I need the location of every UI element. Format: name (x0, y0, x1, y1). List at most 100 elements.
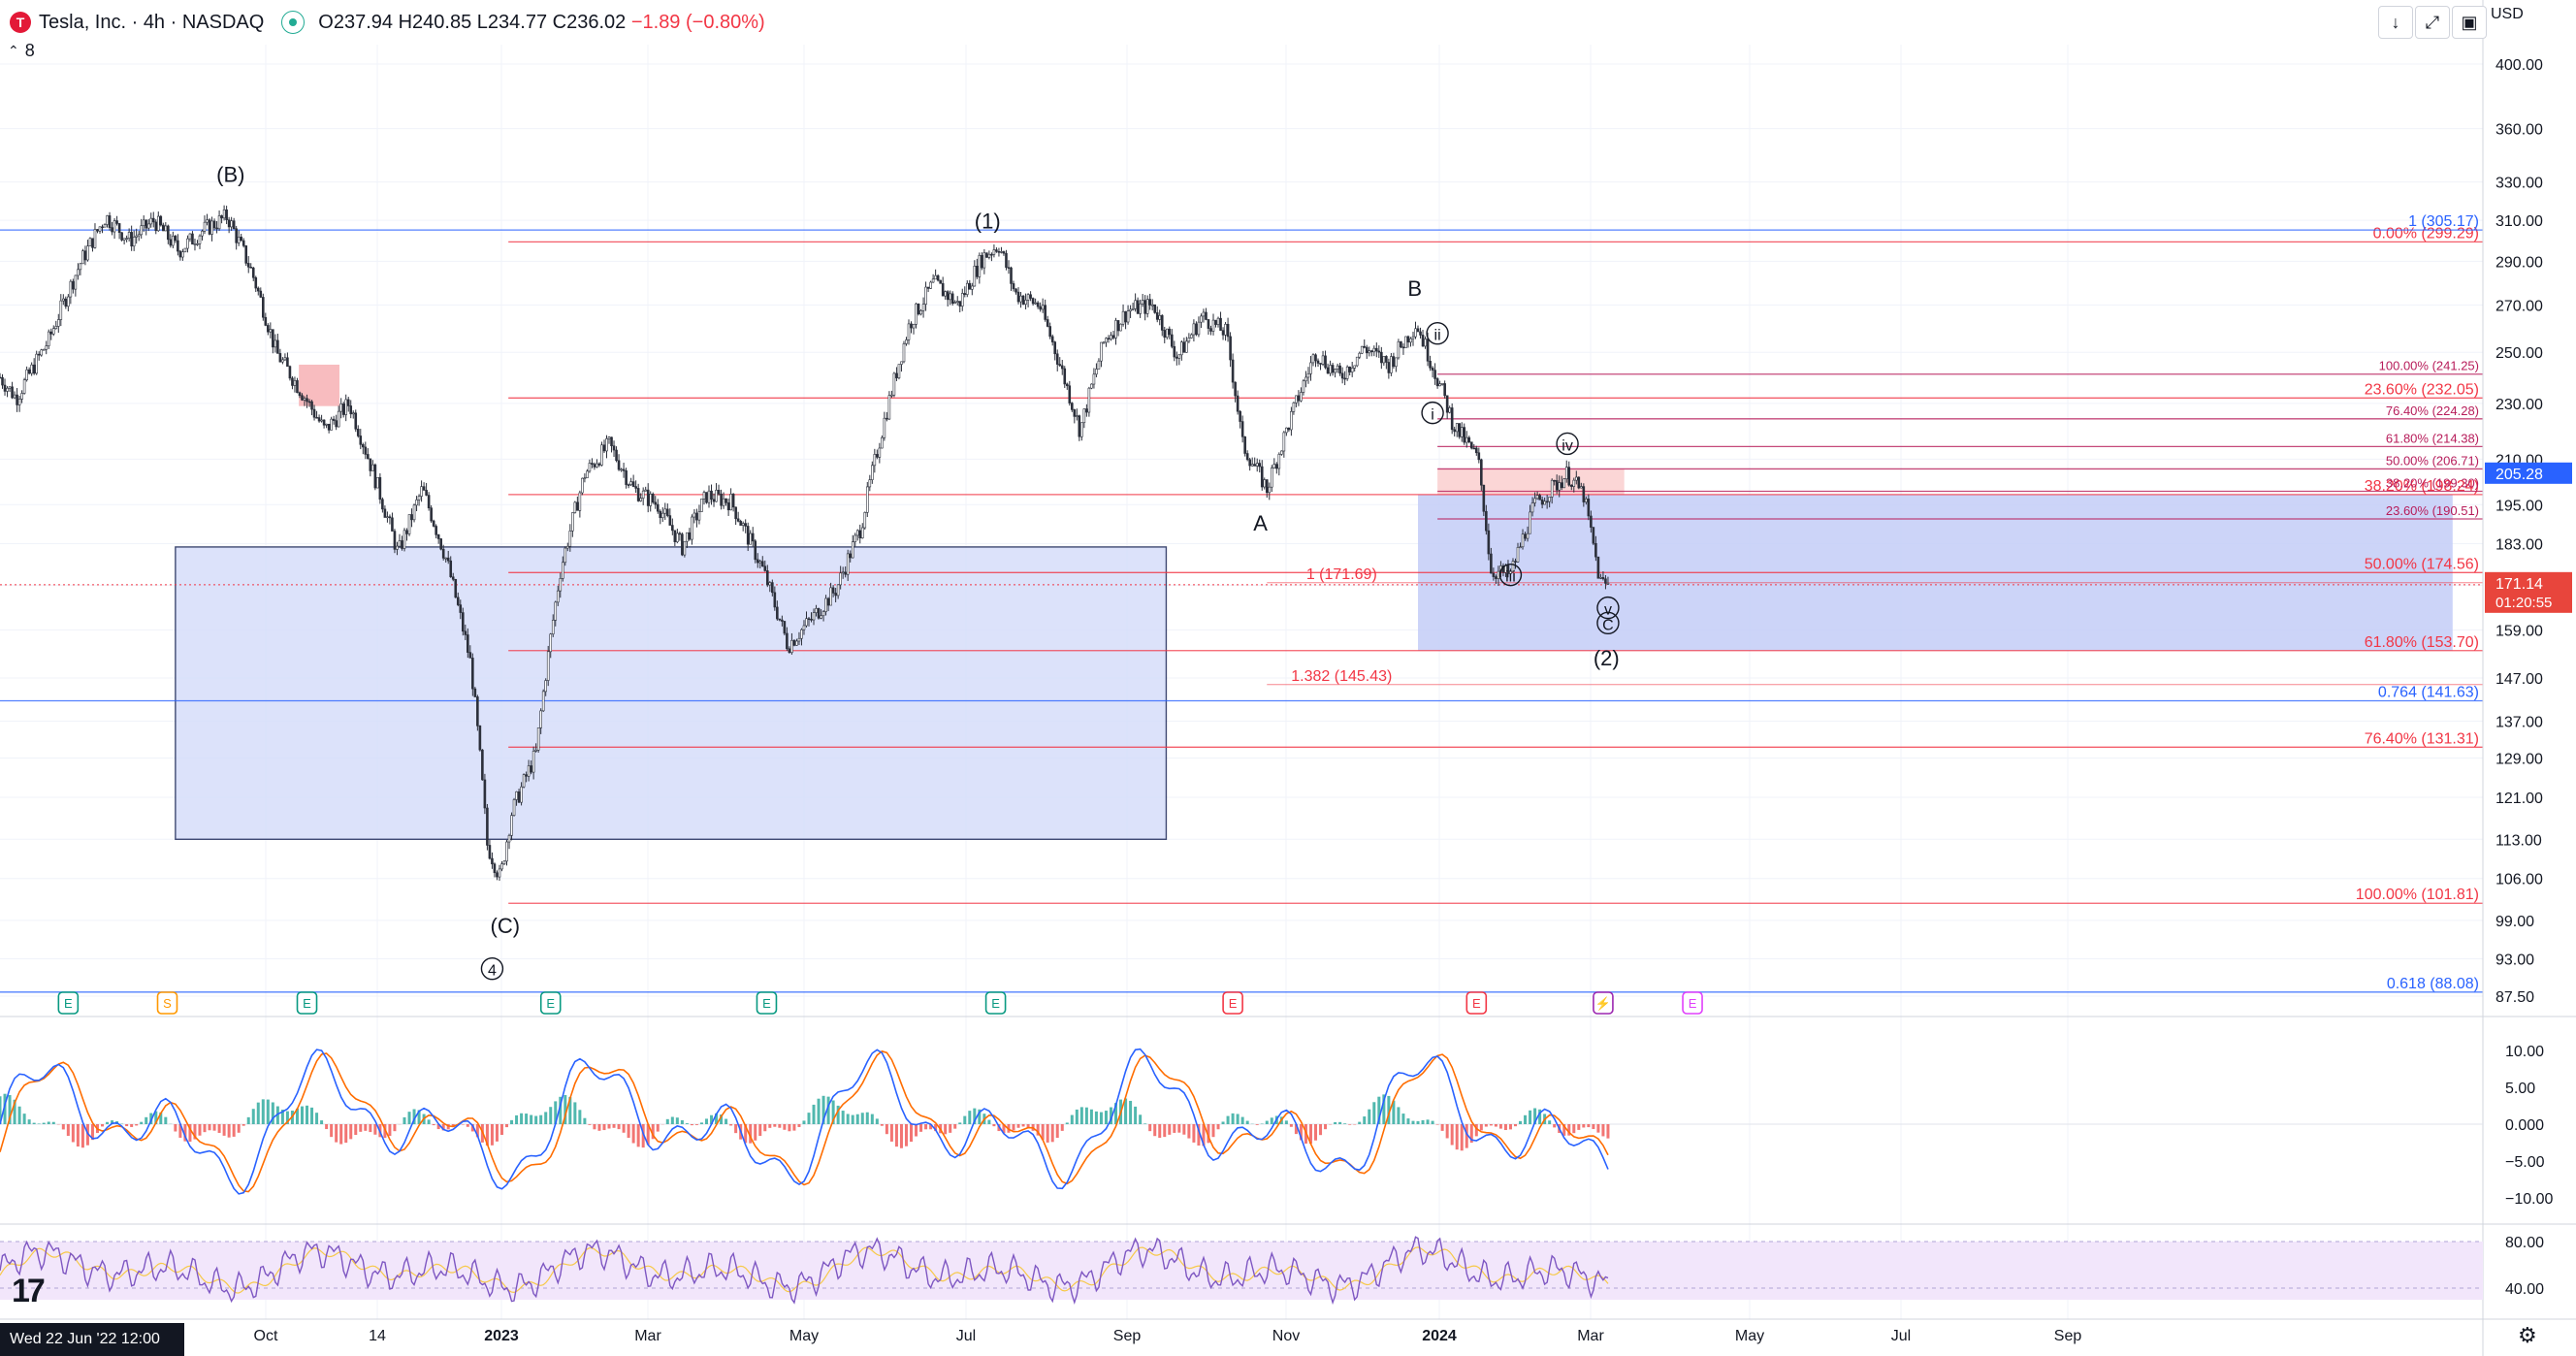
candle (1511, 561, 1515, 572)
candle (1338, 365, 1341, 374)
currency-label[interactable]: USD (2491, 6, 2524, 22)
event-marker (1593, 991, 1614, 1015)
macd-histogram-bar (1060, 1124, 1064, 1131)
candle (327, 423, 331, 431)
candle (536, 727, 540, 751)
macd-histogram-bar (246, 1116, 250, 1124)
macd-histogram-bar (490, 1124, 494, 1146)
macd-histogram-bar (749, 1124, 753, 1144)
symbol-title[interactable]: Tesla, Inc. · 4h · NASDAQ (39, 11, 265, 33)
candle (272, 329, 274, 348)
candle (1519, 546, 1522, 549)
macd-histogram-bar (870, 1114, 874, 1124)
candle (13, 394, 16, 399)
macd-histogram-bar (32, 1122, 36, 1124)
candle (1114, 320, 1117, 339)
candle (520, 786, 523, 803)
candle (1377, 350, 1381, 353)
candle (995, 249, 998, 252)
candle (1239, 410, 1241, 422)
candle (765, 570, 769, 586)
candle (1331, 365, 1335, 373)
candle (1041, 305, 1045, 310)
candle (1, 376, 4, 386)
macd-histogram-bar (17, 1106, 21, 1124)
candle (871, 465, 874, 480)
macd-histogram-bar (222, 1124, 226, 1136)
macd-histogram-bar (904, 1124, 908, 1146)
tradingview-logo-icon[interactable]: 17 (12, 1273, 46, 1309)
visibility-eye-icon[interactable] (281, 11, 306, 34)
gear-icon[interactable]: ⚙ (2518, 1323, 2537, 1347)
candle (436, 534, 440, 539)
candle (773, 592, 777, 608)
macd-histogram-bar (710, 1114, 714, 1124)
macd-histogram-bar (1104, 1111, 1108, 1124)
macd-histogram-bar (734, 1124, 738, 1134)
candle (1492, 572, 1496, 577)
candle (264, 316, 268, 326)
candle (354, 412, 358, 430)
open-value: O237.94 (318, 11, 394, 33)
wave-label: v (1604, 602, 1612, 619)
candle (973, 265, 977, 287)
candle (588, 463, 592, 472)
tesla-logo-icon: T (10, 12, 31, 33)
candle (510, 815, 513, 836)
macd-histogram-bar (1026, 1124, 1030, 1128)
y-tick-label: 121.00 (2496, 791, 2543, 807)
candle (1197, 321, 1201, 336)
candle (32, 364, 36, 374)
candle (42, 348, 46, 351)
macd-histogram-bar (261, 1099, 265, 1124)
candle (781, 619, 784, 622)
candle (1440, 383, 1444, 385)
macd-histogram-bar (1177, 1124, 1181, 1133)
macd-histogram-bar (724, 1118, 728, 1124)
candle (549, 633, 553, 653)
candle (568, 531, 572, 547)
expand-button[interactable]: ⤢ (2415, 6, 2450, 39)
x-tick-label: Sep (2054, 1328, 2082, 1344)
candle (1572, 479, 1576, 487)
candle (1085, 408, 1088, 413)
candle (1319, 363, 1322, 365)
candle (1139, 303, 1142, 314)
candle (1036, 302, 1040, 307)
macd-histogram-bar (27, 1119, 31, 1124)
fib-label: 100.00% (101.81) (2356, 887, 2479, 903)
candle (1594, 542, 1597, 558)
macd-histogram-bar (778, 1124, 782, 1128)
macd-histogram-bar (1075, 1109, 1079, 1124)
candle (692, 512, 696, 518)
candle (1019, 295, 1022, 303)
macd-histogram-bar (198, 1124, 202, 1136)
candle (240, 237, 242, 242)
download-button[interactable]: ↓ (2378, 6, 2413, 39)
candle (346, 399, 350, 406)
macd-histogram-bar (694, 1124, 698, 1125)
candle (1270, 468, 1273, 488)
candle (1309, 362, 1312, 374)
candle (113, 220, 116, 233)
candle (201, 230, 204, 237)
candle (269, 329, 273, 333)
candle (317, 417, 321, 422)
candle (865, 486, 869, 513)
fib-label: 23.60% (232.05) (2365, 381, 2479, 398)
event-marker (156, 991, 178, 1015)
candle (291, 377, 294, 386)
macd-histogram-bar (880, 1124, 884, 1126)
macd-histogram-bar (680, 1119, 684, 1124)
macd-histogram-bar (924, 1124, 928, 1130)
target-box (175, 546, 1168, 840)
candle (11, 386, 14, 399)
camera-button[interactable]: ▣ (2452, 6, 2487, 39)
wave-circle (1556, 432, 1579, 456)
macd-histogram-bar (597, 1124, 601, 1131)
macd-tick-label: 10.00 (2505, 1044, 2544, 1060)
candle (629, 481, 632, 485)
candle (985, 252, 988, 258)
indicators-toggle[interactable]: ⌃ 8 (8, 41, 35, 61)
